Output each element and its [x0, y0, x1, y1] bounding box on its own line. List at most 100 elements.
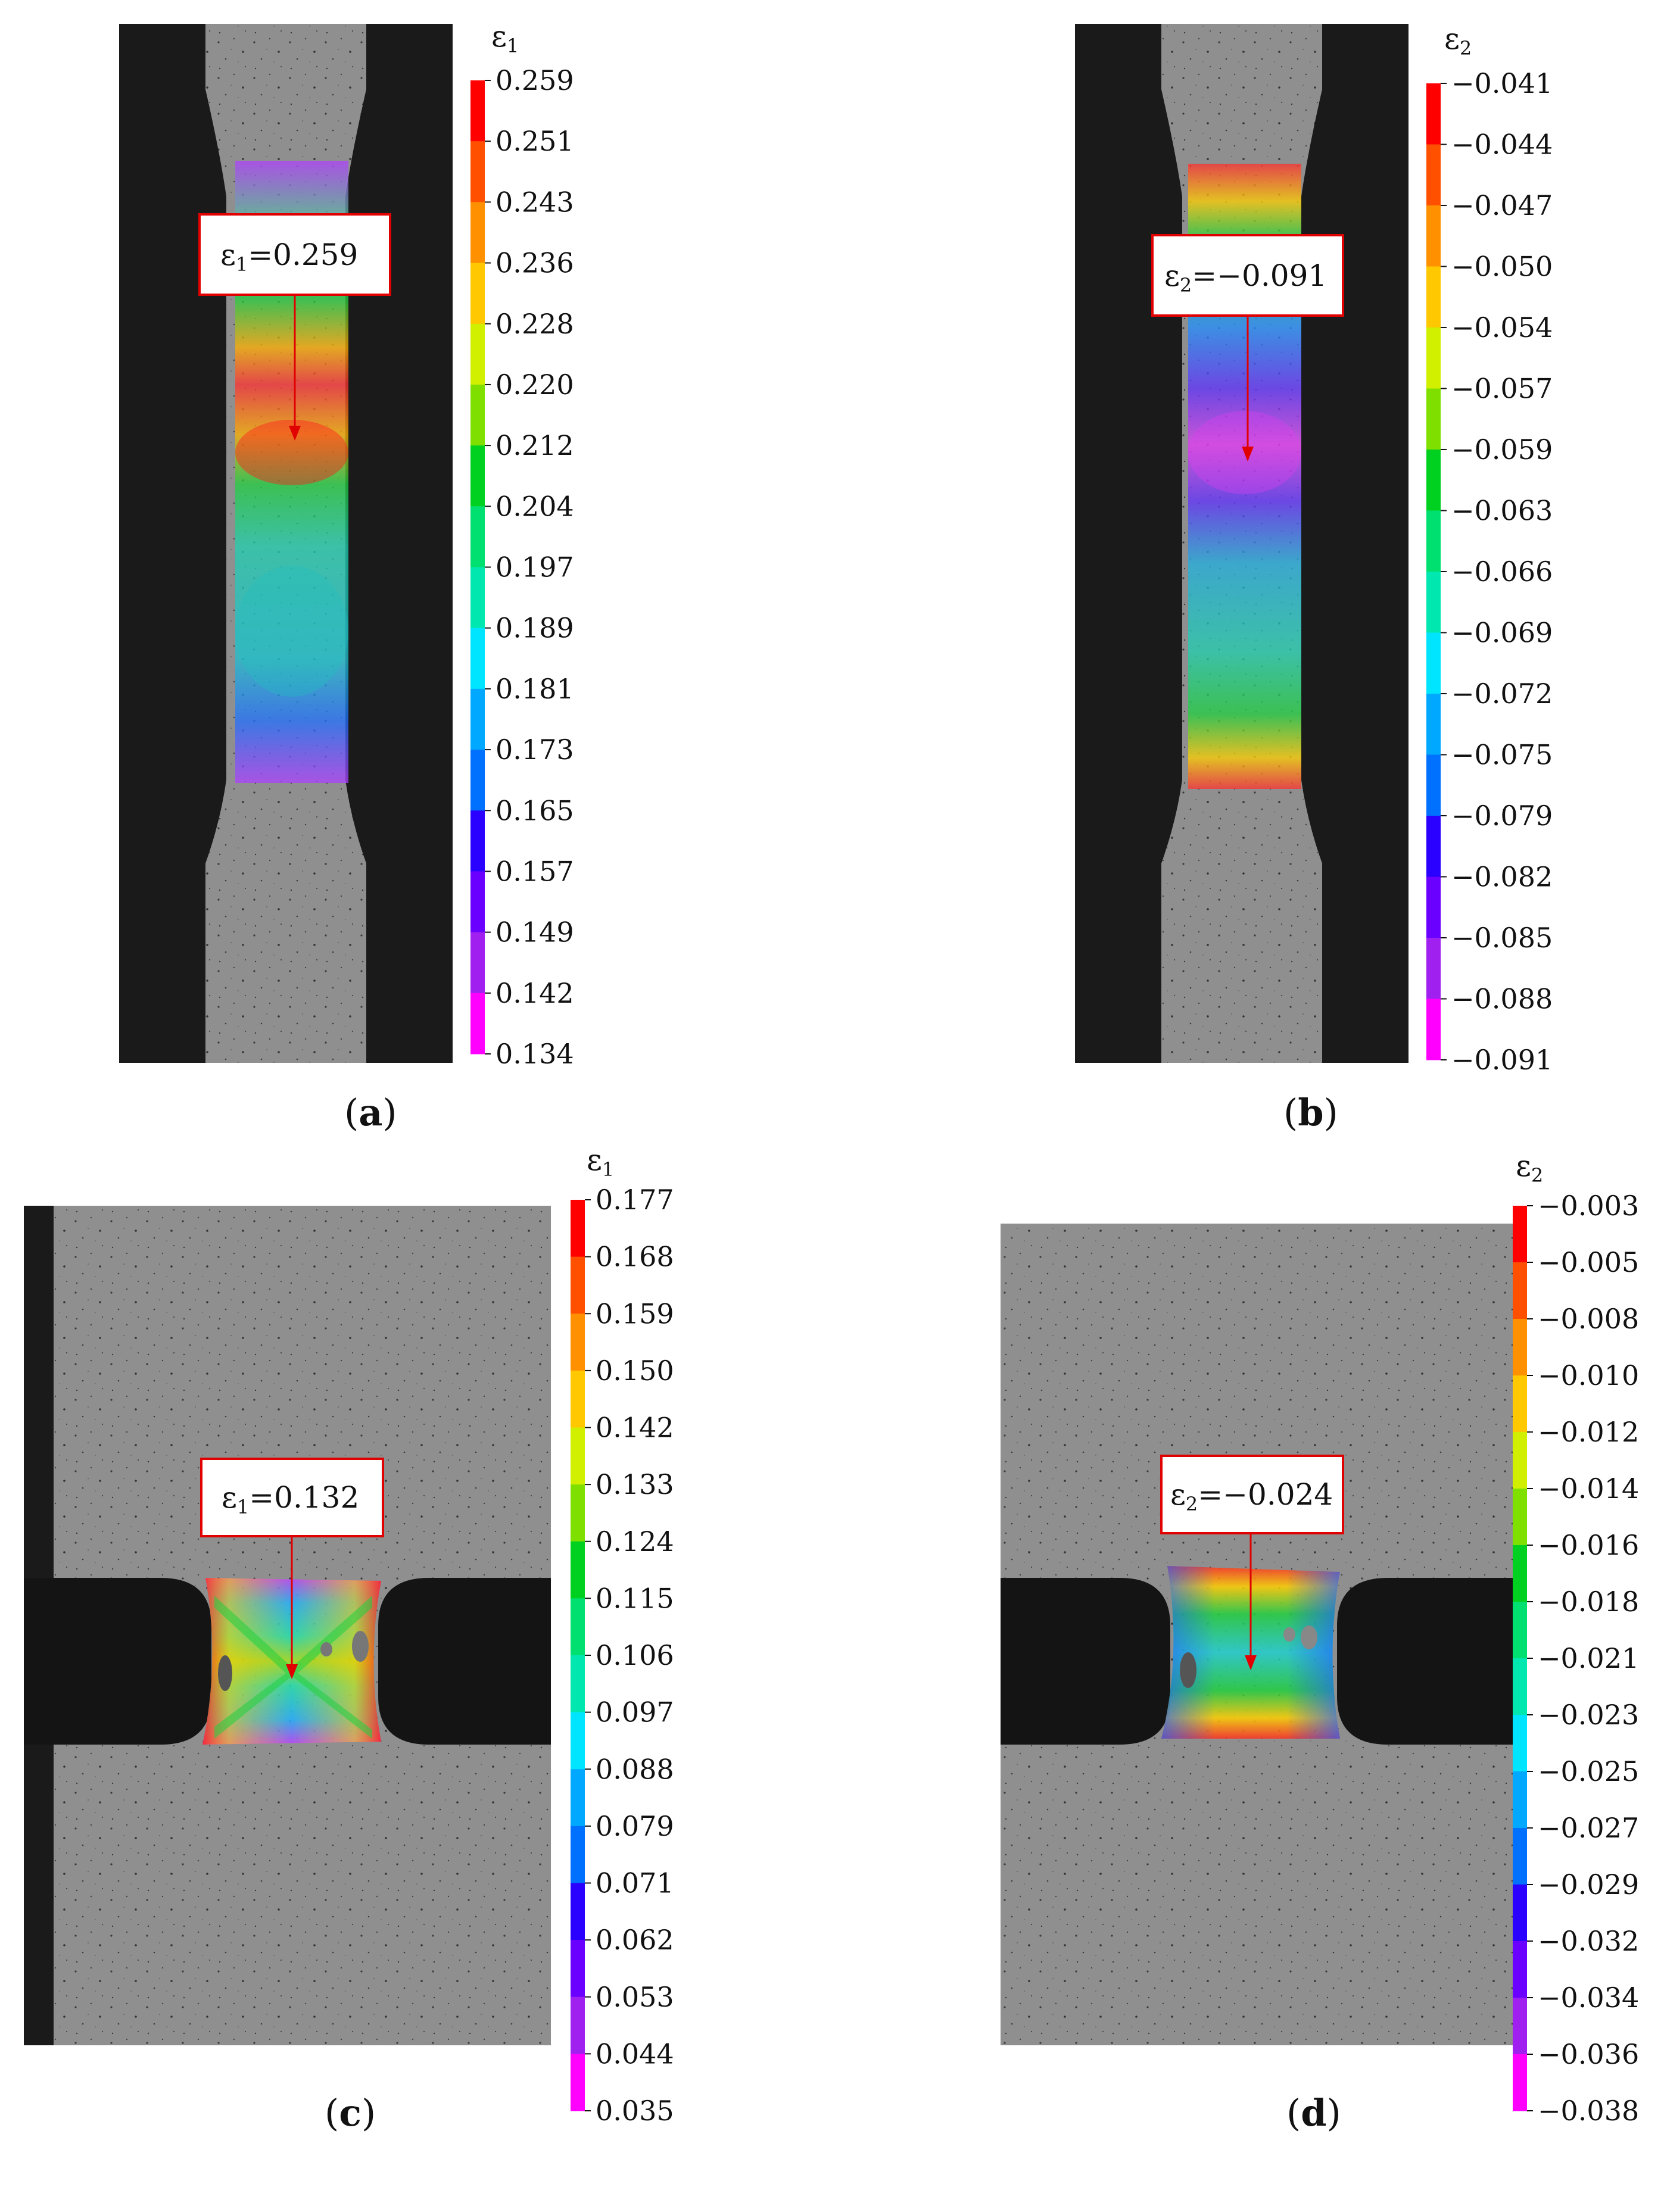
panel-b-colorbar-segment	[1426, 327, 1441, 389]
panel-b-colorbar-segment	[1426, 999, 1441, 1060]
panel-d-colorbar-tick-label: −0.018	[1538, 1586, 1639, 1618]
panel-a-colorbar: 0.259 0.251 0.243 0.236 0.228 0.220 0.212 0.204…	[470, 64, 574, 1070]
panel-a-colorbar-tick-label: 0.157	[496, 855, 574, 887]
panel-b-colorbar-segment	[1426, 388, 1441, 450]
panel-b-colorbar-tick-label: −0.059	[1451, 433, 1553, 466]
panel-a-colorbar-tick-label: 0.228	[496, 308, 574, 340]
panel-a-colorbar-segment	[470, 932, 485, 994]
panel-b-colorbar-tick-label: −0.047	[1451, 189, 1553, 221]
panel-c-colorbar-tick-label: 0.133	[596, 1468, 674, 1500]
panel-b-colorbar-tick-label: −0.057	[1451, 373, 1553, 405]
panel-d-label: (d)	[1286, 2091, 1341, 2135]
panel-a-colorbar-segment	[470, 871, 485, 933]
panel-a-colorbar-tick-label: 0.189	[496, 612, 574, 644]
panel-d-callout-text: ε2=−0.024	[1170, 1477, 1333, 1515]
panel-c-colorbar-segment	[571, 1541, 585, 1599]
panel-c: ε1=0.132 0.1770.1680.1590.1500.1420.1330…	[24, 1143, 674, 2135]
panel-d-colorbar-tick-label: −0.023	[1538, 1699, 1639, 1731]
panel-c-arrow-head	[286, 1664, 298, 1679]
panel-d-colorbar-segment	[1513, 1885, 1527, 1942]
panel-a-colorbar-tick-label: 0.204	[496, 490, 574, 522]
panel-a-hotspot	[235, 420, 348, 485]
panel-a-colorbar-tick-label: 0.142	[496, 977, 574, 1009]
panel-c-callout-box	[200, 1458, 384, 1537]
panel-d-colorbar-segment	[1513, 1375, 1527, 1433]
panel-c-colorbar-tick-label: 0.044	[596, 2038, 674, 2070]
panel-d-colorbar-tick-label: −0.034	[1538, 1982, 1639, 2014]
panel-d-right-notch	[1337, 1578, 1516, 1745]
panel-d-colorbar-segment	[1513, 1206, 1527, 1263]
panel-a-colorbar-segment	[470, 628, 485, 690]
panel-b-colorbar-tick-label: −0.072	[1451, 678, 1553, 710]
panel-d-void-right	[1301, 1626, 1317, 1649]
panel-d: ε2=−0.024 −0.003 −0.005 −0.008 −0.010 −0.012…	[1001, 1149, 1639, 2135]
panel-b-colorbar-segment	[1426, 816, 1441, 877]
panel-c-label: (c)	[325, 2091, 376, 2135]
panel-b-colorbar-tick-label: −0.066	[1451, 556, 1553, 588]
panel-c-void-small	[320, 1642, 332, 1656]
panel-c-colorbar-tick-label: 0.079	[596, 1810, 674, 1842]
panel-b-colorbar-segment	[1426, 694, 1441, 755]
panel-d-colorbar-tick-label: −0.012	[1538, 1416, 1639, 1448]
panel-c-void-left	[218, 1655, 232, 1691]
panel-c-colorbar-title: ε1	[587, 1143, 614, 1181]
panel-b-colorbar-segment	[1426, 266, 1441, 328]
panel-c-colorbar-tick-label: 0.150	[596, 1355, 674, 1387]
panel-b-colorbar-segment	[1426, 144, 1441, 206]
panel-a-colorbar-segment	[470, 688, 485, 750]
panel-c-colorbar-segment	[571, 1769, 585, 1827]
panel-d-void-left	[1180, 1652, 1196, 1688]
panel-d-colorbar-segment	[1513, 1545, 1527, 1602]
panel-a-colorbar-segment	[470, 445, 485, 507]
panel-a-colorbar-tick-label: 0.251	[496, 125, 574, 157]
panel-a-colorbar-segment	[470, 202, 485, 264]
panel-c-colorbar-segment	[571, 1427, 585, 1485]
panel-b-arrow-head	[1242, 447, 1254, 461]
panel-c-colorbar-segment	[571, 1883, 585, 1940]
panel-b-colorbar-segment	[1426, 938, 1441, 999]
panel-c-left-notch	[24, 1578, 211, 1745]
panel-b-colorbar-tick-label: −0.041	[1451, 67, 1553, 99]
panel-c-colorbar-segment	[571, 1484, 585, 1542]
panel-b-colorbar-tick-label: −0.063	[1451, 495, 1553, 527]
panel-b-colorbar-tick-label: −0.085	[1451, 922, 1553, 954]
panel-a-colorbar-segment	[470, 567, 485, 629]
panel-a-colorbar-segment	[470, 263, 485, 325]
panel-d-left-notch	[1001, 1578, 1170, 1745]
panel-b-colorbar-title: ε2	[1444, 21, 1472, 60]
panel-b-colorbar-tick-label: −0.075	[1451, 739, 1553, 771]
panel-b-colorbar-segment	[1426, 450, 1441, 511]
panel-d-colorbar-segment	[1513, 1432, 1527, 1489]
panel-b-colorbar-tick-label: −0.054	[1451, 311, 1553, 344]
panel-d-colorbar-tick-label: −0.036	[1538, 2038, 1639, 2070]
panel-d-colorbar-segment	[1513, 1319, 1527, 1376]
panel-c-colorbar-segment	[571, 1200, 585, 1258]
panel-c-colorbar-segment	[571, 1598, 585, 1656]
panel-a-arrow-head	[289, 426, 301, 441]
panel-a-colorbar-segment	[470, 323, 485, 385]
panel-d-colorbar-tick-label: −0.027	[1538, 1812, 1639, 1844]
panel-d-colorbar-tick-label: −0.038	[1538, 2095, 1639, 2127]
panel-d-colorbar-segment	[1513, 1602, 1527, 1659]
panel-d-colorbar-segment	[1513, 1715, 1527, 1772]
panel-d-colorbar-tick-label: −0.016	[1538, 1529, 1639, 1561]
panel-a-colorbar-tick-label: 0.165	[496, 794, 574, 826]
panel-c-colorbar-tick-label: 0.071	[596, 1867, 674, 1899]
panel-c-void-right	[352, 1631, 369, 1662]
panel-a-colorbar-tick-label: 0.149	[496, 916, 574, 949]
panel-d-colorbar-segment	[1513, 2054, 1527, 2111]
panel-a-colorbar-tick-label: 0.259	[496, 64, 574, 96]
panel-d-colorbar: −0.003 −0.005 −0.008 −0.010 −0.012 −0.014 −0.0…	[1513, 1190, 1639, 2127]
panel-d-void-small	[1283, 1627, 1295, 1642]
panel-b-colorbar-segment	[1426, 876, 1441, 938]
panel-a-colorbar-tick-label: 0.243	[496, 186, 574, 218]
panel-b-colorbar-tick-label: −0.050	[1451, 251, 1553, 283]
panel-b: ε2=−0.091 −0.041 −0.044 −0.047 −0.050 −0.054…	[1075, 21, 1553, 1134]
panel-c-colorbar-segment	[571, 1655, 585, 1713]
panel-d-colorbar-tick-label: −0.005	[1538, 1246, 1639, 1278]
panel-c-colorbar-segment	[571, 1826, 585, 1883]
panel-a-callout-text: ε1=0.259	[220, 238, 358, 276]
panel-c-colorbar-tick-label: 0.062	[596, 1924, 674, 1956]
panel-b-callout-text: ε2=−0.091	[1164, 258, 1327, 297]
panel-d-callout-box	[1160, 1455, 1344, 1534]
